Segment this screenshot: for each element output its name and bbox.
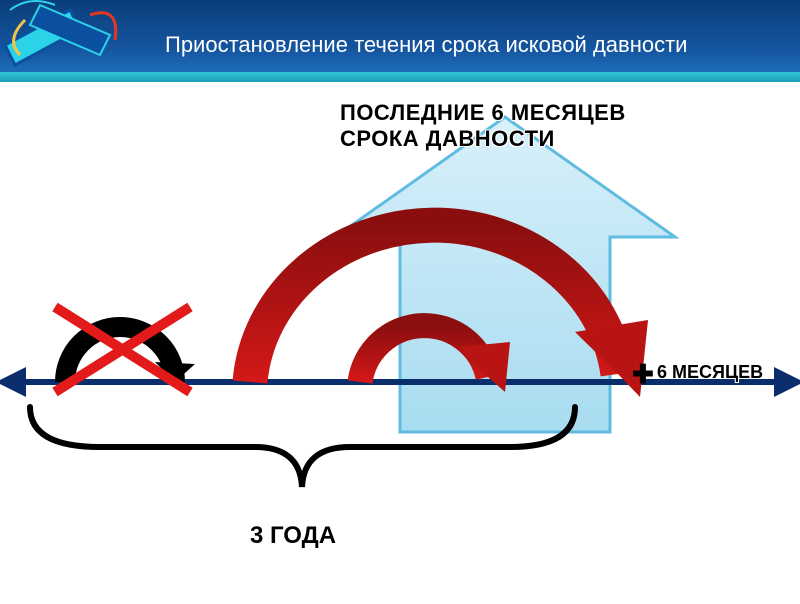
header-accent-graphic bbox=[0, 0, 140, 72]
diagram-canvas: ПОСЛЕДНИЕ 6 МЕСЯЦЕВ СРОКА ДАВНОСТИ 3 ГОД… bbox=[0, 82, 800, 599]
bottom-label: 3 ГОДА bbox=[250, 522, 336, 550]
plus-icon: ✚ bbox=[632, 359, 654, 390]
top-label-line1: ПОСЛЕДНИЕ 6 МЕСЯЦЕВ bbox=[340, 100, 626, 125]
top-label-line2: СРОКА ДАВНОСТИ bbox=[340, 126, 555, 151]
slide-header: Приостановление течения срока исковой да… bbox=[0, 0, 800, 72]
header-bar bbox=[0, 72, 800, 82]
top-label: ПОСЛЕДНИЕ 6 МЕСЯЦЕВ СРОКА ДАВНОСТИ bbox=[340, 100, 626, 153]
right-label: 6 МЕСЯЦЕВ bbox=[657, 362, 763, 383]
slide-title: Приостановление течения срока исковой да… bbox=[165, 32, 687, 58]
